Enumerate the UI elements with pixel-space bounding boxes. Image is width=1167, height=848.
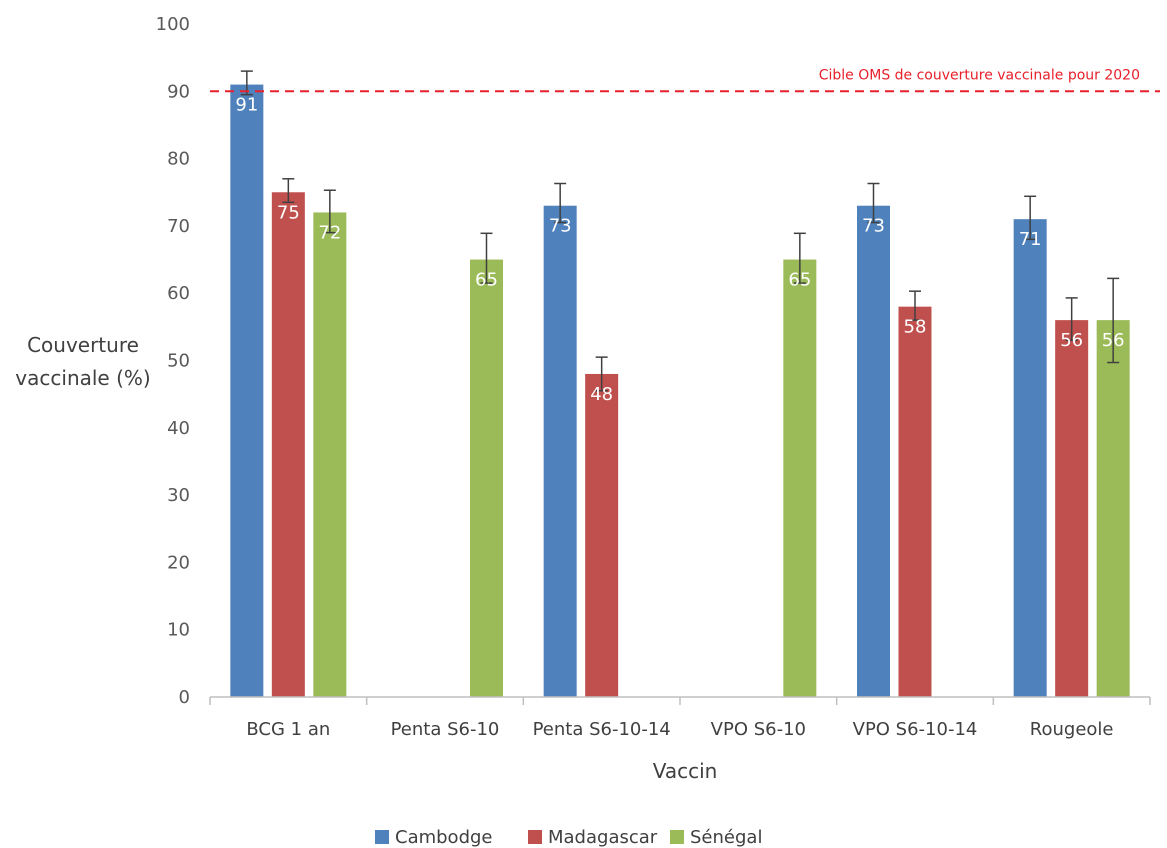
y-tick-label: 50 xyxy=(167,351,190,372)
bar xyxy=(783,259,817,697)
x-axis-ticks: BCG 1 an Penta S6-10 Penta S6-10-14 VPO S6-… xyxy=(209,697,1151,740)
data-label: 91 xyxy=(235,95,258,116)
bar xyxy=(230,84,264,697)
bar xyxy=(271,192,305,697)
bar xyxy=(313,212,347,697)
y-tick-label: 10 xyxy=(167,620,190,641)
y-tick-label: 0 xyxy=(179,687,190,708)
data-label: 56 xyxy=(1102,330,1125,351)
bar xyxy=(898,306,932,697)
legend-swatch xyxy=(375,830,389,844)
legend-label: Cambodge xyxy=(395,827,493,848)
x-tick-label: VPO S6-10-14 xyxy=(853,719,978,740)
bar xyxy=(543,205,577,697)
x-tick-label: Rougeole xyxy=(1030,719,1114,740)
y-tick-label: 100 xyxy=(156,14,190,35)
legend: Cambodge Madagascar Sénégal xyxy=(375,827,762,848)
data-label: 72 xyxy=(318,222,341,243)
y-tick-label: 60 xyxy=(167,283,190,304)
legend-label: Sénégal xyxy=(690,827,762,848)
legend-label: Madagascar xyxy=(548,827,658,848)
data-label: 71 xyxy=(1019,229,1042,250)
legend-swatch xyxy=(528,830,542,844)
bar xyxy=(1013,219,1047,698)
y-tick-label: 70 xyxy=(167,216,190,237)
data-label: 48 xyxy=(590,384,613,405)
x-tick-label: BCG 1 an xyxy=(246,719,330,740)
legend-swatch xyxy=(670,830,684,844)
bars: 91 73 73 71 75 48 58 56 72 65 65 56 xyxy=(230,70,1130,698)
data-label: 65 xyxy=(788,270,811,291)
y-axis-ticks: 0 10 20 30 40 50 60 70 80 90 100 xyxy=(156,14,190,708)
y-axis-title: Couverture vaccinale (%) xyxy=(15,333,150,390)
x-axis-title: Vaccin xyxy=(653,759,718,783)
data-label: 73 xyxy=(862,216,885,237)
y-tick-label: 40 xyxy=(167,418,190,439)
x-tick-label: VPO S6-10 xyxy=(711,719,806,740)
data-label: 65 xyxy=(475,270,498,291)
y-tick-label: 30 xyxy=(167,485,190,506)
bar xyxy=(585,373,619,697)
y-tick-label: 20 xyxy=(167,552,190,573)
bar xyxy=(1055,320,1089,697)
bar xyxy=(857,205,890,697)
data-label: 56 xyxy=(1060,330,1083,351)
reference-line-group: Cible OMS de couverture vaccinale pour 2… xyxy=(210,67,1160,93)
data-label: 58 xyxy=(904,317,927,338)
bar xyxy=(470,259,503,697)
y-axis-title-line-1: Couverture xyxy=(27,333,139,357)
data-label: 73 xyxy=(549,216,572,237)
bar xyxy=(1096,320,1130,697)
x-tick-label: Penta S6-10-14 xyxy=(533,719,671,740)
y-axis-title-line-2: vaccinale (%) xyxy=(15,366,150,390)
data-label: 75 xyxy=(277,202,300,223)
y-tick-label: 80 xyxy=(167,149,190,170)
y-tick-label: 90 xyxy=(167,81,190,102)
reference-line-label: Cible OMS de couverture vaccinale pour 2… xyxy=(819,67,1140,83)
x-tick-label: Penta S6-10 xyxy=(391,719,500,740)
